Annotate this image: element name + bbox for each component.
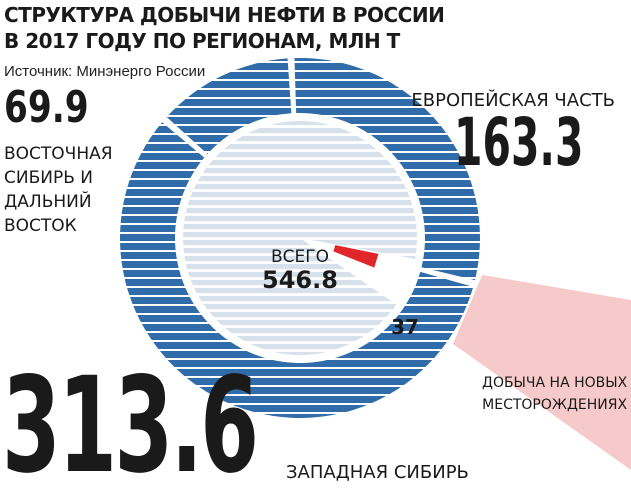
new-fields-value: 37 (391, 315, 419, 339)
new-fields-label: ДОБЫЧА НА НОВЫХ МЕСТОРОЖДЕНИЯХ (482, 372, 627, 416)
total-label: ВСЕГО (271, 247, 329, 267)
europe-label: ЕВРОПЕЙСКАЯ ЧАСТЬ (411, 90, 615, 111)
east-label-line: ДАЛЬНИЙ (4, 192, 92, 212)
chart-title: СТРУКТУРА ДОБЫЧИ НЕФТИ В РОССИИ В 2017 Г… (4, 2, 445, 54)
new-fields-label-line: МЕСТОРОЖДЕНИЯХ (482, 397, 628, 413)
ring-segments (120, 58, 480, 418)
west-siberia-value: 313.6 (2, 349, 259, 503)
ring-segment-west-siberia (120, 122, 474, 418)
east-siberia-label: ВОСТОЧНАЯ СИБИРЬ И ДАЛЬНИЙ ВОСТОК (4, 142, 154, 238)
new-fields-wedge (300, 238, 416, 305)
new-fields-label-line: ДОБЫЧА НА НОВЫХ (482, 375, 628, 391)
east-siberia-value: 69.9 (4, 82, 89, 133)
total-value: 546.8 (262, 266, 338, 294)
ring-segment-europe (294, 58, 480, 281)
europe-value: 163.3 (454, 104, 584, 181)
ring-segment-east-siberia (166, 58, 292, 155)
east-label-line: СИБИРЬ И (4, 168, 94, 188)
new-fields-red-mark (333, 245, 379, 268)
west-siberia-label: ЗАПАДНАЯ СИБИРЬ (286, 462, 469, 483)
east-label-line: ВОСТОК (4, 216, 77, 236)
source-note: Источник: Минэнерго России (4, 63, 206, 80)
title-line-2: В 2017 ГОДУ ПО РЕГИОНАМ, МЛН Т (4, 29, 400, 53)
east-label-line: ВОСТОЧНАЯ (4, 144, 113, 164)
new-fields-callout-bg (452, 274, 631, 470)
title-line-1: СТРУКТУРА ДОБЫЧИ НЕФТИ В РОССИИ (4, 3, 445, 27)
highlight-layer (300, 238, 416, 305)
